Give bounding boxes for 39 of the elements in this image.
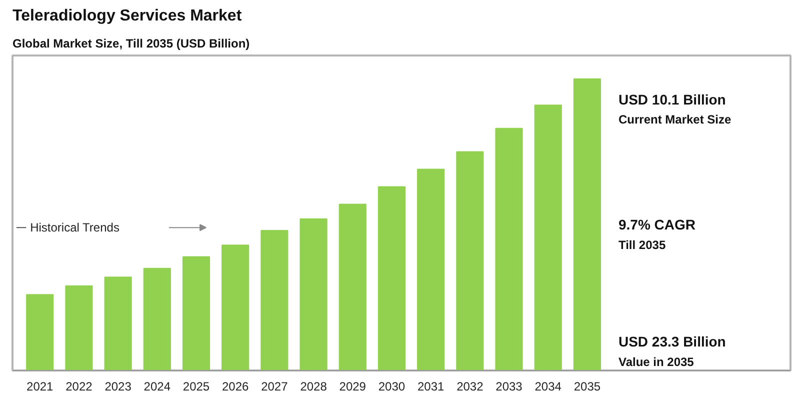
x-tick-label: 2026 — [222, 380, 250, 393]
text: Till 2035 — [618, 238, 666, 252]
x-tick-label: 2033 — [496, 380, 523, 393]
x-tick-label: 2025 — [182, 380, 210, 393]
bar — [300, 218, 328, 370]
x-tick-label: 2030 — [378, 380, 406, 393]
bar — [417, 168, 445, 370]
x-tick-label: 2034 — [534, 380, 562, 393]
bar — [495, 128, 523, 370]
x-tick-label: 2032 — [456, 380, 484, 393]
bar — [378, 186, 406, 370]
x-tick-label: 2021 — [26, 380, 54, 393]
text: USD 23.3 Billion — [618, 333, 726, 350]
bar — [143, 268, 171, 370]
annotation: Historical Trends — [30, 220, 120, 235]
x-tick-label: 2022 — [66, 380, 93, 393]
text: 9.7% CAGR — [618, 216, 696, 233]
bar — [26, 294, 54, 370]
bar — [534, 104, 562, 370]
x-tick-label: 2028 — [300, 380, 328, 393]
text: USD 10.1 Billion — [618, 91, 726, 108]
bar — [182, 256, 210, 370]
bar — [104, 276, 132, 370]
x-tick-label: 2024 — [144, 380, 171, 393]
bar — [573, 78, 601, 370]
chart-title: Teleradiology Services Market — [12, 8, 242, 24]
bar — [338, 204, 366, 370]
chart-subtitle: Global Market Size, Till 2035 (USD Billion) — [12, 36, 250, 50]
x-tick-label: 2027 — [261, 380, 288, 393]
bar — [456, 151, 484, 370]
text: Value in 2035 — [618, 354, 694, 369]
x-tick-label: 2031 — [417, 380, 444, 393]
bar — [65, 285, 93, 370]
x-tick-label: 2023 — [104, 380, 132, 393]
bar — [222, 244, 250, 370]
bar — [260, 230, 288, 370]
text: Current Market Size — [618, 112, 732, 127]
x-tick-label: 2029 — [339, 380, 366, 393]
x-tick-label: 2035 — [574, 380, 601, 393]
